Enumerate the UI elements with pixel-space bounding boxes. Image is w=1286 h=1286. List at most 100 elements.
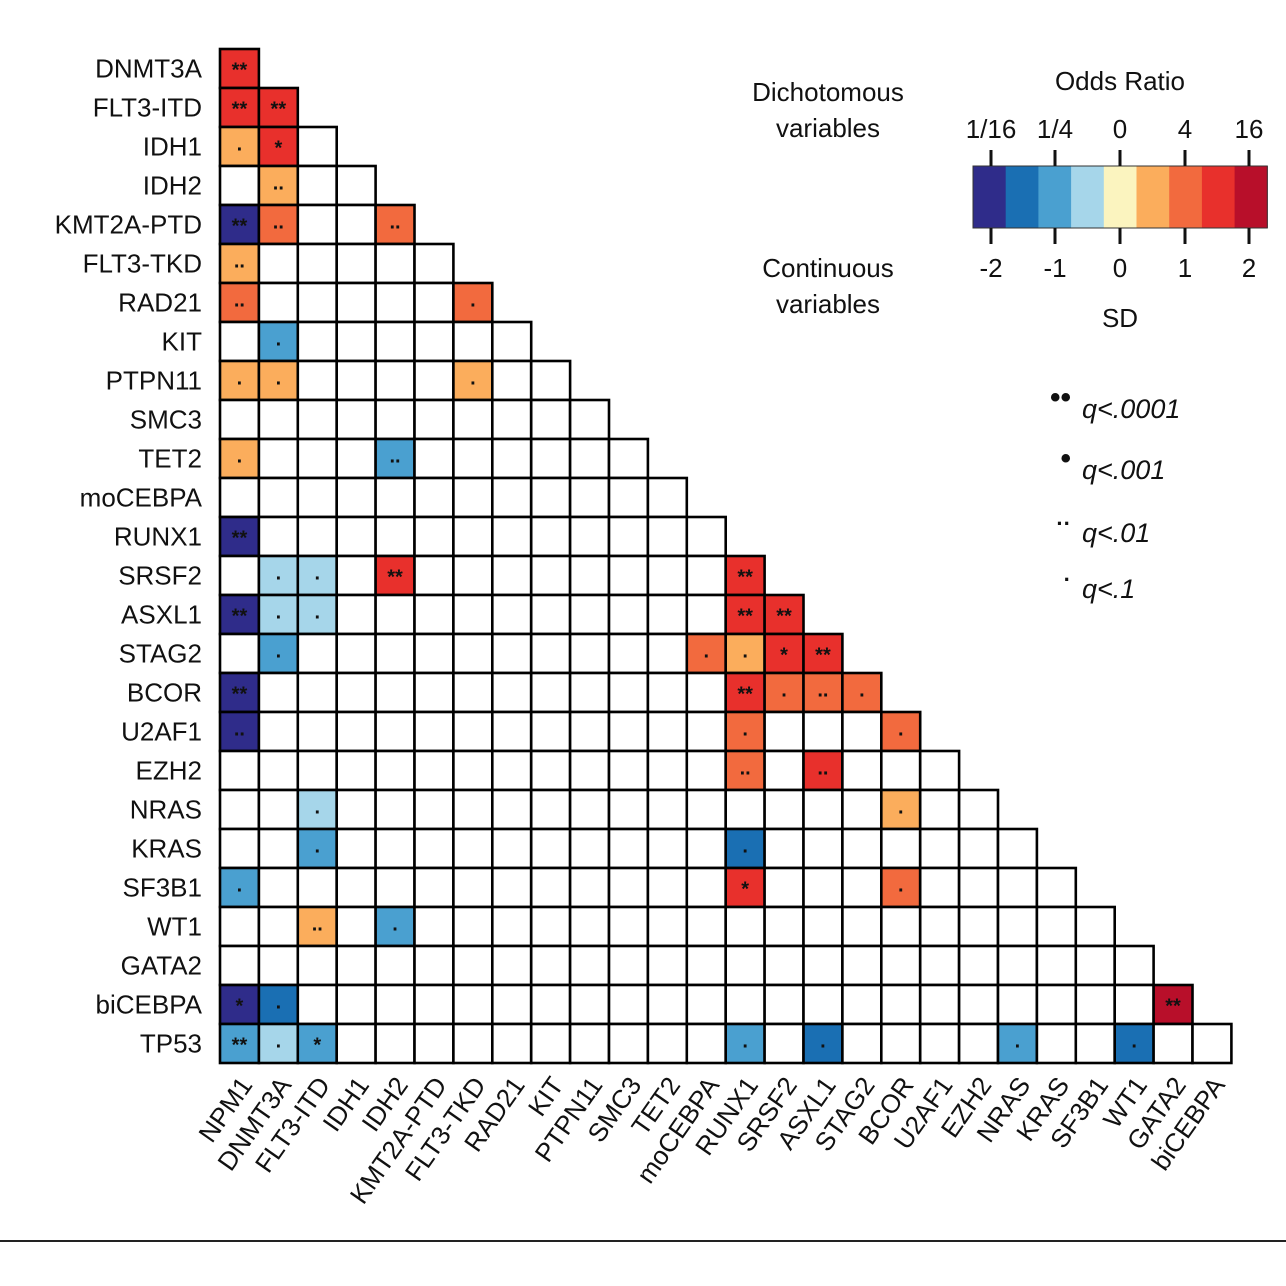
- cell-ptpn11-kmt2a-ptd: [413, 359, 455, 402]
- cell-kras-kmt2a-ptd: [413, 827, 455, 870]
- cell-bcor-smc3: [607, 671, 650, 714]
- cell-marker-ezh2-asxl1: ..: [817, 758, 828, 780]
- cell-runx1-tet2: [646, 515, 689, 558]
- cell-u2af1-rad21: [490, 710, 533, 753]
- cell-marker-stag2-dnmt3a: .: [276, 641, 282, 663]
- row-label-idh1: IDH1: [143, 132, 202, 162]
- cell-ezh2-npm1: [218, 749, 261, 792]
- cell-nras-srsf2: [763, 788, 805, 831]
- cell-sf3b1-idh2: [374, 866, 416, 909]
- cell-stag2-idh2: [374, 632, 416, 675]
- cell-gata2-mocebpa: [685, 944, 727, 987]
- cell-srsf2-ptpn11: [568, 554, 611, 597]
- cell-ezh2-ptpn11: [568, 749, 611, 792]
- cell-gata2-runx1: [724, 944, 766, 987]
- cell-kras-asxl1: [802, 827, 844, 870]
- cell-marker-tet2-npm1: .: [237, 446, 243, 468]
- cell-bicebpa-rad21: [490, 983, 533, 1026]
- cell-marker-tp53-flt3-itd: *: [313, 1035, 321, 1057]
- cell-marker-stag2-asxl1: **: [815, 645, 831, 667]
- cell-marker-rad21-flt3-tkd: .: [470, 290, 476, 312]
- sig-label: q<.1: [1082, 574, 1135, 604]
- cell-wt1-nras: [996, 905, 1039, 948]
- row-label-rad21: RAD21: [118, 288, 202, 318]
- cell-rad21-flt3-itd: [296, 281, 338, 324]
- cell-flt3-tkd-idh2: [374, 242, 416, 285]
- row-label-dnmt3a: DNMT3A: [95, 54, 203, 84]
- odds-ratio-title: Odds Ratio: [1055, 66, 1185, 96]
- cell-nras-smc3: [607, 788, 650, 831]
- cell-ezh2-tet2: [646, 749, 689, 792]
- cell-tp53-npm1: [218, 1022, 261, 1065]
- cell-kras-idh1: [335, 827, 377, 870]
- cell-marker-sf3b1-bcor: .: [898, 875, 904, 897]
- cell-bicebpa-nras: [996, 983, 1039, 1026]
- cell-idh2-idh1: [335, 164, 377, 207]
- cell-wt1-flt3-itd: [296, 905, 338, 948]
- row-label-srsf2: SRSF2: [118, 561, 202, 591]
- cell-runx1-idh2: [374, 515, 416, 558]
- cell-gata2-ptpn11: [568, 944, 611, 987]
- continuous-label-line2: variables: [776, 289, 880, 319]
- cell-marker-dnmt3a-npm1: **: [232, 60, 248, 82]
- cell-tet2-idh1: [335, 437, 377, 480]
- row-label-runx1: RUNX1: [114, 522, 202, 552]
- cell-ezh2-kit: [529, 749, 572, 792]
- cell-wt1-mocebpa: [685, 905, 727, 948]
- cell-marker-idh1-dnmt3a: *: [274, 138, 282, 160]
- row-label-flt3-itd: FLT3-ITD: [93, 93, 202, 123]
- cell-marker-tp53-npm1: **: [232, 1035, 248, 1057]
- cell-smc3-rad21: [490, 398, 533, 441]
- cell-tet2-flt3-itd: [296, 437, 338, 480]
- row-labels: DNMT3A FLT3-ITD IDH1 IDH2 KMT2A-PTD FLT3-TKD R…: [55, 54, 203, 1059]
- sd-tick-label: 0: [1113, 253, 1127, 283]
- cell-idh2-dnmt3a: [257, 164, 300, 207]
- cell-kras-nras: [996, 827, 1039, 870]
- cell-mocebpa-kit: [529, 476, 572, 519]
- cell-nras-dnmt3a: [257, 788, 300, 831]
- sd-title: SD: [1102, 303, 1138, 333]
- cell-asxl1-ptpn11: [568, 593, 611, 636]
- cell-ezh2-srsf2: [763, 749, 805, 792]
- cell-kit-idh1: [335, 320, 377, 363]
- cell-asxl1-smc3: [607, 593, 650, 636]
- cell-mocebpa-idh1: [335, 476, 377, 519]
- cell-kras-idh2: [374, 827, 416, 870]
- cell-srsf2-kmt2a-ptd: [413, 554, 455, 597]
- cell-srsf2-flt3-tkd: [452, 554, 494, 597]
- legend: Dichotomous variables Continuous variabl…: [752, 66, 1268, 604]
- cell-nras-idh2: [374, 788, 416, 831]
- cell-tp53-gata2: [1152, 1022, 1194, 1065]
- cell-kit-npm1: [218, 320, 261, 363]
- row-label-wt1: WT1: [147, 912, 202, 942]
- heatmap-grid: **** **. *..**.............. ..**.. ** ****..…: [218, 47, 1233, 1065]
- cell-wt1-kmt2a-ptd: [413, 905, 455, 948]
- cell-ptpn11-flt3-itd: [296, 359, 338, 402]
- cell-sf3b1-ezh2: [957, 866, 1000, 909]
- cell-bicebpa-ptpn11: [568, 983, 611, 1026]
- cell-marker-asxl1-srsf2: **: [776, 606, 792, 628]
- colorbar: 1/16 1/4 0 4 16 -2 -1 0 1 2: [966, 114, 1268, 283]
- sig-symbol: •: [1060, 442, 1071, 475]
- cell-tp53-stag2: [841, 1022, 883, 1065]
- sd-tick-label: -1: [1043, 253, 1066, 283]
- cell-tp53-flt3-tkd: [452, 1022, 494, 1065]
- cell-wt1-ptpn11: [568, 905, 611, 948]
- cell-runx1-kmt2a-ptd: [413, 515, 455, 558]
- cell-mocebpa-rad21: [490, 476, 533, 519]
- cell-marker-srsf2-idh2: **: [387, 567, 403, 589]
- cell-marker-bicebpa-gata2: **: [1165, 996, 1181, 1018]
- row-label-smc3: SMC3: [130, 405, 202, 435]
- cell-marker-sf3b1-runx1: *: [741, 879, 749, 901]
- cell-marker-bicebpa-dnmt3a: .: [276, 992, 282, 1014]
- cell-runx1-idh1: [335, 515, 377, 558]
- cell-asxl1-flt3-itd: [296, 593, 338, 636]
- cell-bicebpa-bcor: [879, 983, 922, 1026]
- cell-srsf2-tet2: [646, 554, 689, 597]
- cell-ezh2-kmt2a-ptd: [413, 749, 455, 792]
- cell-tp53-bcor: [879, 1022, 922, 1065]
- cell-asxl1-rad21: [490, 593, 533, 636]
- cell-sf3b1-flt3-itd: [296, 866, 338, 909]
- cell-bcor-idh2: [374, 671, 416, 714]
- cell-wt1-sf3b1: [1074, 905, 1117, 948]
